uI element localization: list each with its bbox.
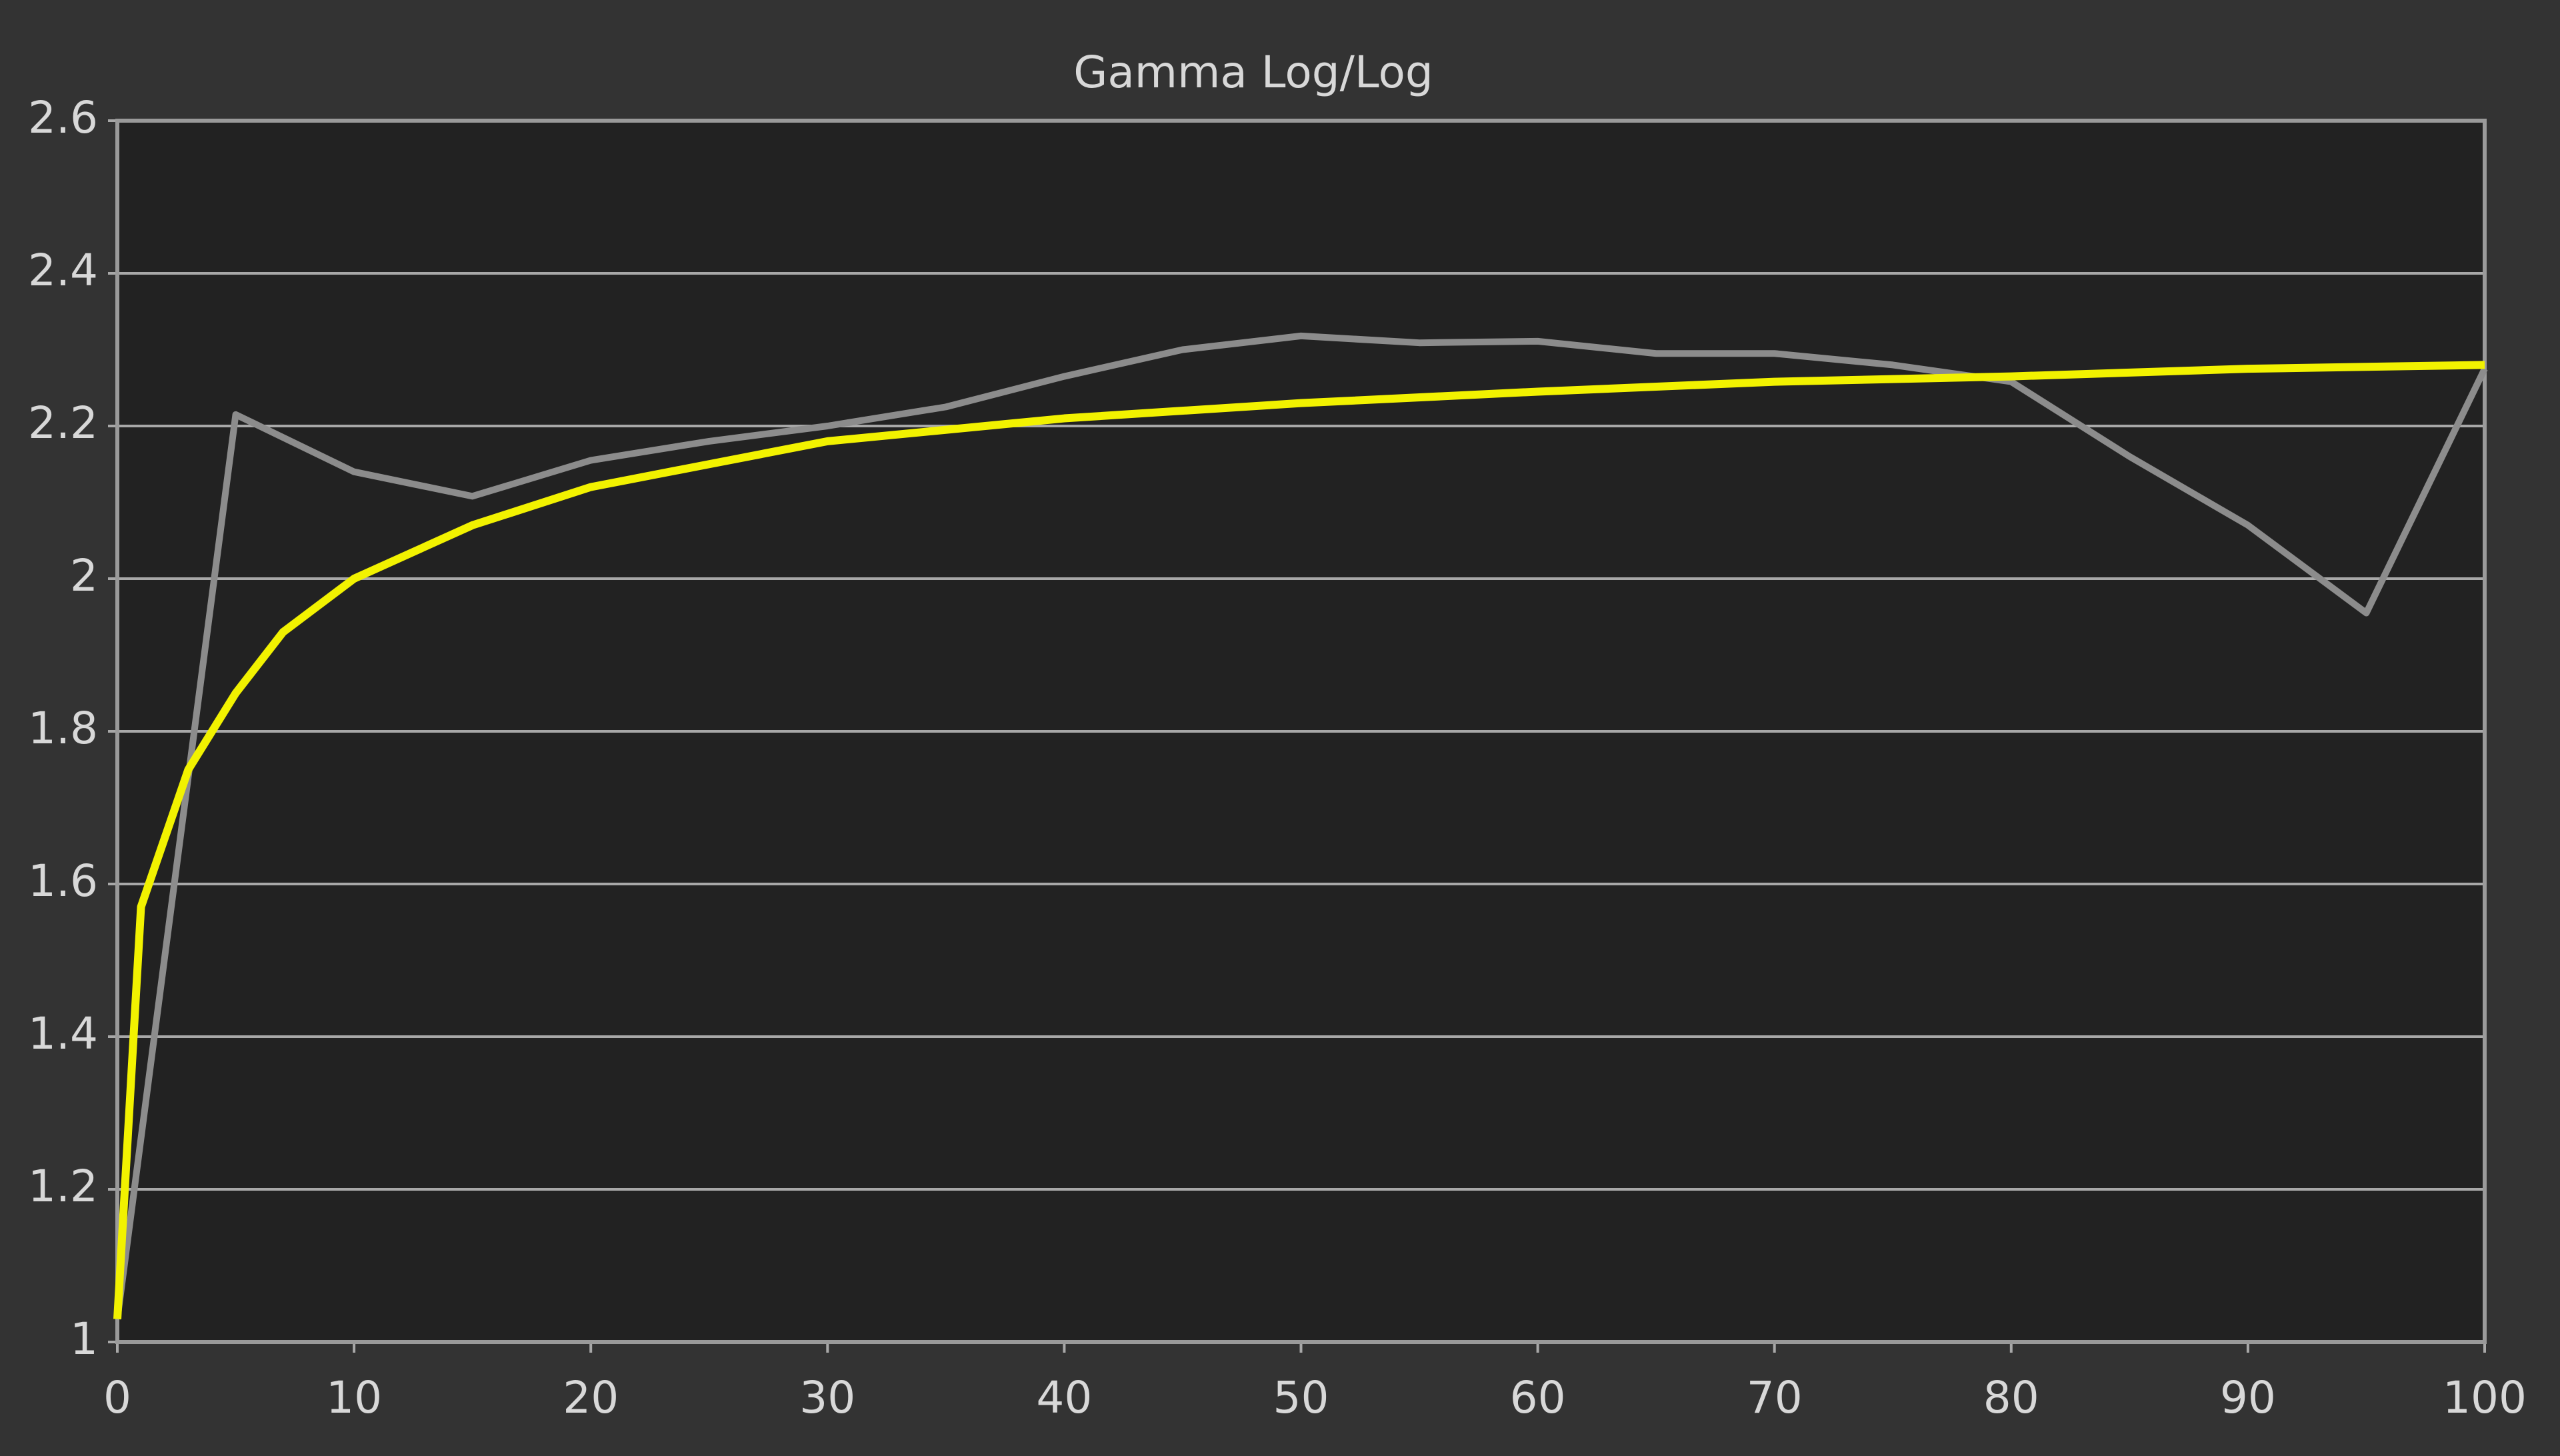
plot-frame — [115, 119, 2487, 1344]
chart-title: Gamma Log/Log — [1073, 47, 1433, 98]
series-line — [114, 332, 2488, 1320]
y-tick-label: 2.2 — [28, 397, 98, 449]
x-tick-label: 60 — [1510, 1372, 1566, 1423]
x-tick-label: 10 — [326, 1372, 382, 1423]
y-tick-label: 1.8 — [28, 703, 98, 754]
y-tick-label: 2.6 — [28, 92, 98, 143]
y-tick-label: 2.4 — [28, 245, 98, 296]
x-tick-label: 50 — [1273, 1372, 1329, 1423]
x-tick-label: 70 — [1747, 1372, 1803, 1423]
x-tick-label: 90 — [2220, 1372, 2276, 1423]
x-tick-label: 0 — [103, 1372, 131, 1423]
x-tick-label: 20 — [563, 1372, 619, 1423]
y-tick-label: 1.6 — [28, 855, 98, 907]
x-tick-label: 80 — [1983, 1372, 2039, 1423]
x-tick-label: 40 — [1036, 1372, 1092, 1423]
y-tick-label: 2 — [70, 550, 98, 601]
y-tick-label: 1 — [70, 1313, 98, 1365]
series-line — [113, 361, 2485, 1319]
x-tick-label: 30 — [799, 1372, 855, 1423]
y-tick-label: 1.2 — [28, 1161, 98, 1212]
y-tick-label: 1.4 — [28, 1008, 98, 1059]
x-tick-label: 100 — [2443, 1372, 2527, 1423]
